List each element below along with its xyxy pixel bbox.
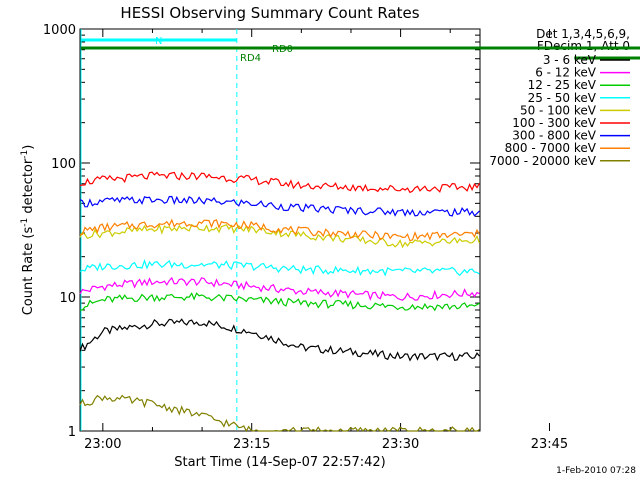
legend-label: 12 - 25 keV: [528, 78, 597, 92]
y-axis-label-mid: detector: [21, 158, 36, 218]
x-axis-label: Start Time (14-Sep-07 22:57:42): [174, 455, 385, 470]
rd4-label: RD4: [240, 53, 261, 64]
legend-label: 800 - 7000 keV: [505, 141, 597, 155]
series-line: [79, 318, 480, 362]
series-line: [79, 394, 480, 433]
series-line: [79, 292, 480, 312]
y-axis-label-end: ): [21, 145, 36, 150]
series-line: [79, 218, 481, 242]
legend-label: 3 - 6 keV: [543, 53, 597, 67]
y-tick-label: 100: [51, 157, 76, 172]
legend-label: 7000 - 20000 keV: [489, 154, 596, 168]
y-axis-label-exp-2: -1: [20, 150, 30, 159]
y-axis-label-main: Count Rate (s: [21, 227, 36, 316]
y-axis-label: Count Rate (s-1 detector-1): [20, 145, 36, 316]
legend-label: 100 - 300 keV: [512, 116, 596, 130]
chart-title: HESSI Observing Summary Count Rates: [120, 4, 419, 22]
rd0-label: RD0: [272, 44, 293, 55]
series-group: [79, 171, 481, 433]
legend-label: 300 - 800 keV: [512, 129, 596, 143]
n-label: N: [155, 36, 162, 47]
series-line: [79, 258, 480, 277]
series-line: [79, 223, 481, 249]
y-axis-label-exp-1: -1: [20, 218, 30, 227]
x-tick-label: 23:00: [84, 437, 121, 452]
series-line: [79, 276, 480, 301]
x-tick-label: 23:30: [382, 437, 419, 452]
y-tick-label: 1: [68, 425, 76, 440]
series-line: [79, 171, 481, 194]
y-tick-label: 10: [59, 291, 76, 306]
x-tick-label: 23:15: [233, 437, 270, 452]
markers: N RD0 RD4: [80, 29, 640, 431]
legend-header-1: Det 1,3,4,5,6,9,: [536, 27, 630, 41]
footer-date: 1-Feb-2010 07:28: [556, 466, 636, 476]
x-tick-label: 23:45: [531, 437, 568, 452]
legend-label: 25 - 50 keV: [528, 91, 597, 105]
legend-label: 6 - 12 keV: [535, 66, 597, 80]
legend-label: 50 - 100 keV: [520, 103, 597, 117]
y-tick-label: 1000: [43, 23, 76, 38]
series-line: [79, 195, 480, 217]
legend-header-2: FDecim 1, Att 0: [537, 39, 630, 53]
